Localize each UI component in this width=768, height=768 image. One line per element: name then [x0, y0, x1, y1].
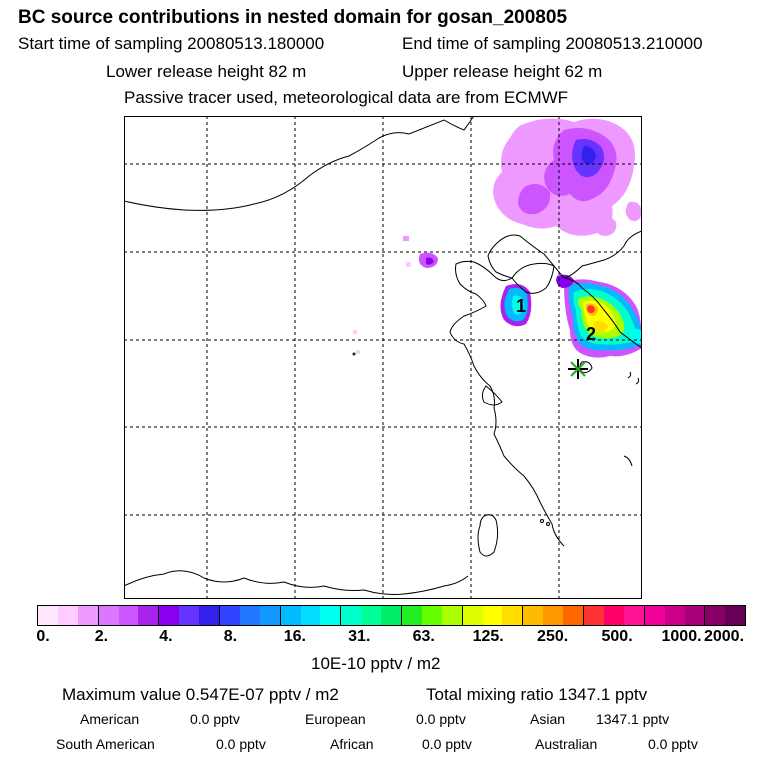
colorbar-segment — [402, 606, 422, 625]
colorbar-segment — [341, 606, 362, 625]
tracer-note: Passive tracer used, meteorological data… — [124, 88, 569, 107]
colorbar-segment — [159, 606, 180, 625]
source-value-south-american: 0.0 pptv — [216, 736, 266, 752]
colorbar-segment — [563, 606, 585, 625]
colorbar-segment — [502, 606, 524, 625]
colorbar-segment — [118, 606, 139, 625]
colorbar-tick-label: 0. — [36, 628, 50, 645]
receptor-star-icon — [568, 359, 588, 379]
colorbar-segment — [179, 606, 200, 625]
lat-lon-grid — [124, 116, 642, 599]
colorbar-tick-label: 1000. — [661, 628, 702, 645]
plume-north — [493, 118, 642, 236]
colorbar-segment — [77, 606, 99, 625]
colorbar-segment — [361, 606, 382, 625]
colorbar-segment — [220, 606, 240, 625]
colorbar-segment — [421, 606, 442, 625]
lower-release-height: Lower release height 82 m — [106, 62, 307, 81]
colorbar — [37, 605, 746, 626]
region-label-2: 2 — [586, 324, 596, 344]
source-region-1 — [500, 284, 532, 327]
colorbar-segment — [199, 606, 221, 625]
source-value-asian: 1347.1 pptv — [596, 711, 670, 727]
source-region-2 — [556, 274, 642, 358]
colorbar-segment — [239, 606, 260, 625]
colorbar-tick-label: 63. — [412, 628, 435, 645]
colorbar-segment — [300, 606, 321, 625]
upper-release-height: Upper release height 62 m — [402, 62, 603, 81]
colorbar-tick-label: 250. — [537, 628, 569, 645]
colorbar-tick-label: 2. — [94, 628, 109, 645]
colorbar-segment — [623, 606, 645, 625]
colorbar-segment — [684, 606, 706, 625]
colorbar-segment — [725, 606, 746, 625]
sampling-end: End time of sampling 20080513.210000 — [402, 34, 703, 53]
source-name-african: African — [330, 736, 374, 752]
colorbar-segment — [584, 606, 604, 625]
colorbar-segment — [381, 606, 403, 625]
source-name-south-american: South American — [56, 736, 155, 752]
colorbar-segment — [543, 606, 564, 625]
source-name-european: European — [305, 711, 366, 727]
colorbar-segment — [138, 606, 160, 625]
source-value-european: 0.0 pptv — [416, 711, 466, 727]
source-value-american: 0.0 pptv — [190, 711, 240, 727]
plot-title: BC source contributions in nested domain… — [18, 7, 568, 28]
colorbar-segment — [644, 606, 665, 625]
source-value-african: 0.0 pptv — [422, 736, 472, 752]
colorbar-tick-label: 8. — [223, 628, 238, 645]
source-value-australian: 0.0 pptv — [648, 736, 698, 752]
colorbar-segment — [523, 606, 544, 625]
colorbar-tick-label: 16. — [283, 628, 306, 645]
colorbar-tick-label: 31. — [348, 628, 371, 645]
source-name-australian: Australian — [535, 736, 598, 752]
colorbar-segment — [441, 606, 463, 625]
colorbar-segment — [603, 606, 624, 625]
country-borders — [124, 265, 555, 595]
sampling-start: Start time of sampling 20080513.180000 — [18, 34, 325, 53]
colorbar-segment — [57, 606, 78, 625]
colorbar-segment — [705, 606, 726, 625]
source-name-american: American — [80, 711, 140, 727]
colorbar-tick-label: 500. — [601, 628, 633, 645]
colorbar-tick-label: 4. — [159, 628, 173, 645]
total-mixing-ratio: Total mixing ratio 1347.1 pptv — [426, 685, 648, 704]
source-name-asian: Asian — [530, 711, 566, 727]
coastlines — [124, 116, 642, 557]
colorbar-segment — [259, 606, 281, 625]
map-panel: 1 2 — [124, 116, 642, 599]
maximum-value: Maximum value 0.547E-07 pptv / m2 — [62, 685, 339, 704]
plume-west-speckles — [353, 236, 438, 354]
colorbar-segment — [482, 606, 503, 625]
colorbar-segment — [462, 606, 483, 625]
colorbar-units: 10E-10 pptv / m2 — [311, 654, 441, 673]
region-label-1: 1 — [516, 296, 526, 316]
colorbar-segment — [38, 606, 58, 625]
colorbar-segment — [320, 606, 342, 625]
colorbar-segment — [664, 606, 685, 625]
colorbar-segment — [98, 606, 119, 625]
colorbar-tick-label: 2000. — [703, 628, 745, 645]
colorbar-segment — [280, 606, 301, 625]
colorbar-tick-label: 125. — [472, 628, 504, 645]
